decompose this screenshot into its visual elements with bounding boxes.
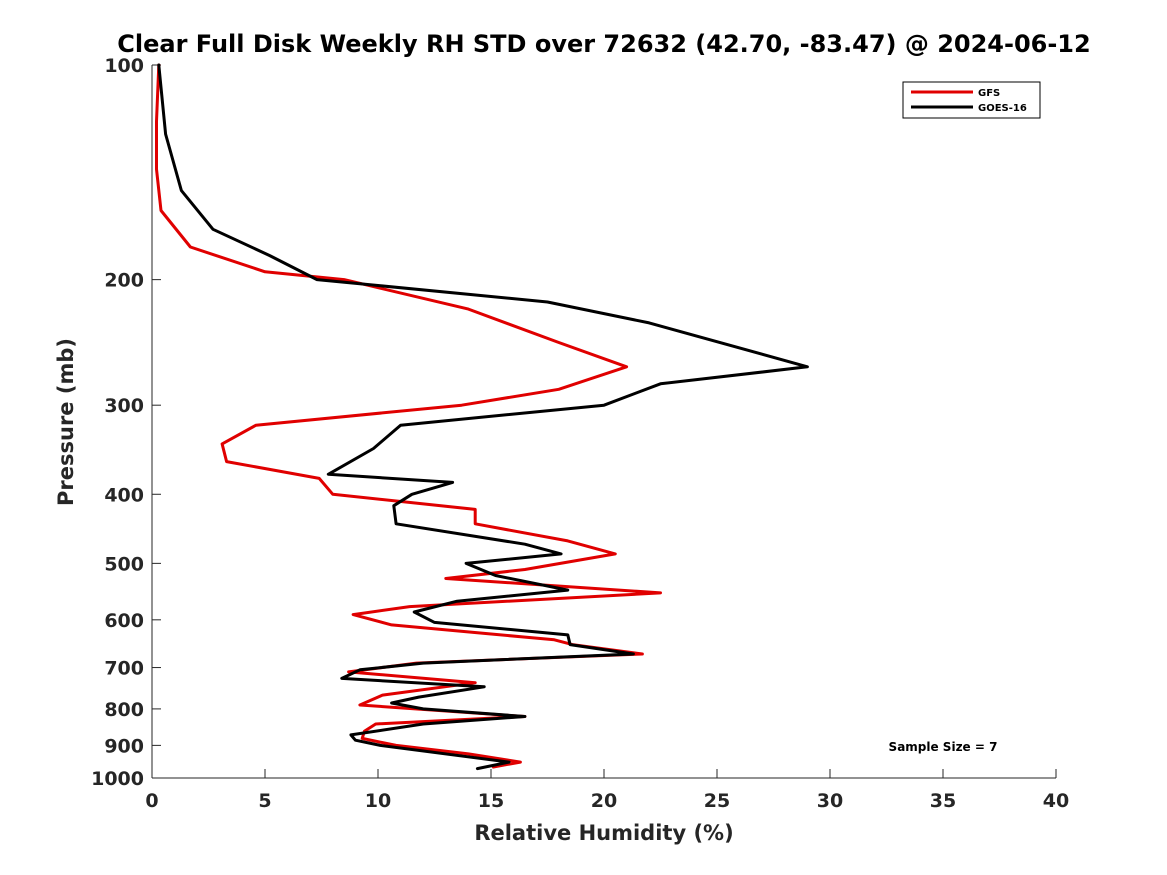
series-line-goes-16: [157, 63, 809, 771]
y-tick-label: 600: [104, 610, 144, 632]
legend: GFS GOES-16: [902, 81, 1041, 119]
x-tick-label: 30: [817, 790, 843, 812]
y-tick-label: 800: [104, 699, 144, 721]
x-tick-label: 10: [365, 790, 391, 812]
legend-label-goes-16: GOES-16: [978, 103, 1027, 114]
y-tick-label: 1000: [91, 768, 144, 790]
x-tick-label: 40: [1043, 790, 1069, 812]
axes: 0 5 10 15 20 25 30 35 40 100 200 300 400 500 600 700 800…: [91, 55, 1069, 812]
legend-box: [902, 81, 1041, 119]
y-tick-label: 100: [104, 55, 144, 77]
y-tick-label: 900: [104, 735, 144, 757]
series-line-gfs: [155, 63, 662, 769]
y-tick-label: 500: [104, 553, 144, 575]
x-tick-label: 25: [704, 790, 730, 812]
y-tick-label: 700: [104, 658, 144, 680]
plot-lines: [155, 63, 809, 771]
y-tick-label: 400: [104, 484, 144, 506]
x-tick-label: 20: [591, 790, 617, 812]
x-tick-label: 0: [145, 790, 158, 812]
y-tick-label: 200: [104, 270, 144, 292]
x-tick-label: 35: [930, 790, 956, 812]
x-tick-label: 5: [258, 790, 271, 812]
legend-label-gfs: GFS: [978, 88, 1000, 99]
x-axis-label: Relative Humidity (%): [474, 821, 733, 845]
y-axis-label: Pressure (mb): [54, 338, 78, 506]
x-tick-label: 15: [478, 790, 504, 812]
y-tick-label: 300: [104, 395, 144, 417]
sample-size-annotation: Sample Size = 7: [889, 740, 998, 754]
chart-title: Clear Full Disk Weekly RH STD over 72632…: [117, 30, 1090, 58]
